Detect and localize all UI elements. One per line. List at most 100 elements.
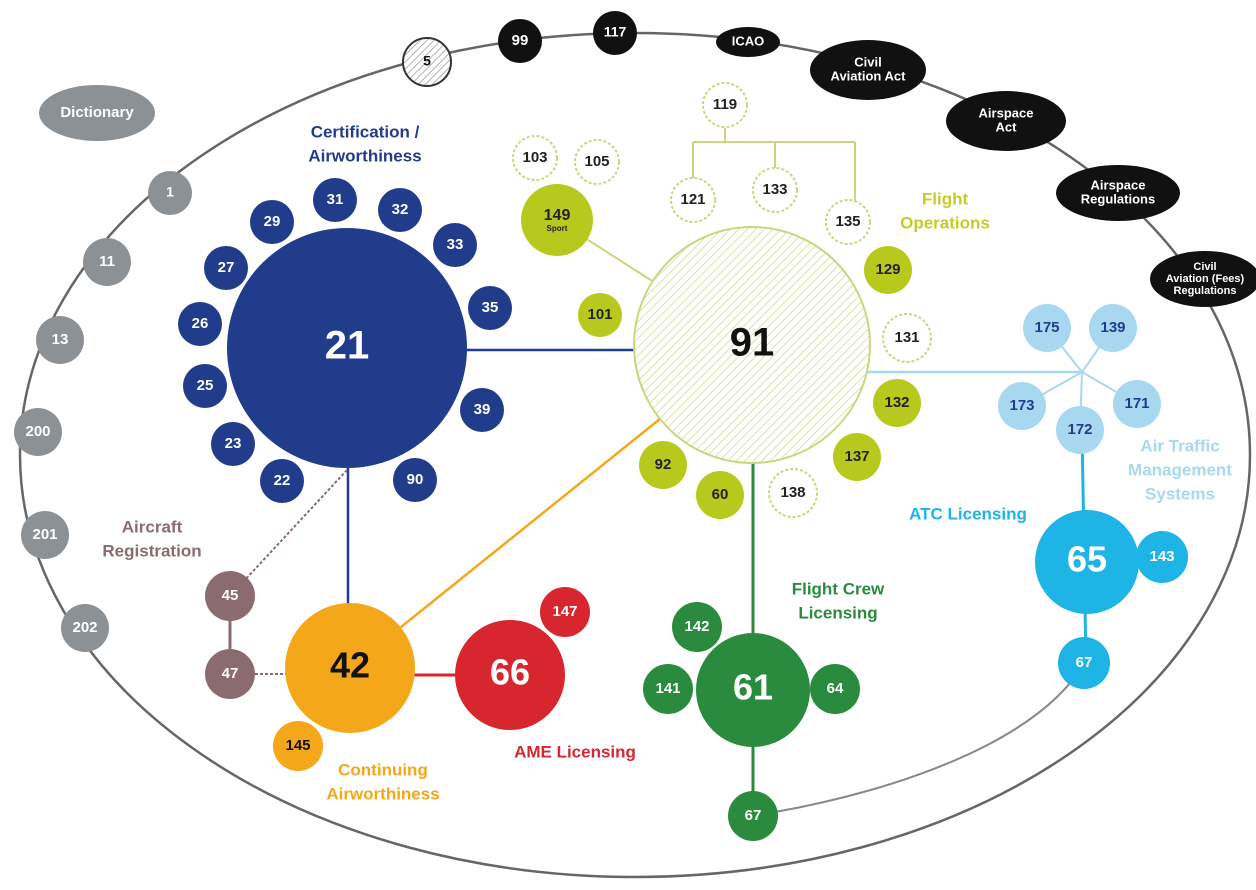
node-shape (946, 91, 1066, 151)
node-shape (61, 604, 109, 652)
node-label: 66 (490, 652, 530, 693)
node-label: 61 (733, 667, 773, 708)
node: 26 (178, 302, 222, 346)
group-label: Registration (102, 541, 201, 560)
node: 147 (540, 587, 590, 637)
node-label: 129 (875, 261, 900, 278)
node-label: Civil (854, 54, 881, 69)
node: 35 (468, 286, 512, 330)
node-shape (183, 364, 227, 408)
node: 133 (752, 167, 798, 213)
node-label: 138 (780, 484, 805, 501)
node: 90 (393, 458, 437, 502)
node-shape (672, 602, 722, 652)
node: 33 (433, 223, 477, 267)
node-shape (578, 293, 622, 337)
node-shape (468, 286, 512, 330)
node: 39 (460, 388, 504, 432)
node-label: 23 (225, 435, 242, 452)
node: 173 (998, 382, 1046, 430)
node-label: 142 (684, 618, 709, 635)
node-shape (36, 316, 84, 364)
node-label: 64 (827, 680, 844, 697)
group-label: Management (1128, 460, 1232, 479)
node-label: 201 (32, 526, 57, 543)
node-label: Aviation Act (831, 69, 907, 84)
node-label: 31 (327, 191, 344, 208)
node: 105 (574, 139, 620, 185)
node: 139 (1089, 304, 1137, 352)
node-label: 29 (264, 213, 281, 230)
node-shape (21, 511, 69, 559)
node: 172 (1056, 406, 1104, 454)
group-label: Air Traffic (1140, 436, 1219, 455)
node-label: 67 (745, 807, 762, 824)
node-label: 147 (552, 603, 577, 620)
node-label: Airspace (979, 105, 1034, 120)
node-shape (521, 184, 593, 256)
node-label: 132 (884, 394, 909, 411)
node: 121 (670, 177, 716, 223)
node: 141 (643, 664, 693, 714)
node-shape (460, 388, 504, 432)
node: 47 (205, 649, 255, 699)
group-label: Aircraft (122, 517, 183, 536)
node-label: 135 (835, 213, 860, 230)
node: 129 (864, 246, 912, 294)
node-shape (178, 302, 222, 346)
node-shape (810, 40, 926, 100)
group-label: Continuing (338, 760, 428, 779)
node: 99 (498, 19, 542, 63)
node-label: 13 (52, 331, 69, 348)
node-label: 47 (222, 665, 239, 682)
node-shape (643, 664, 693, 714)
node: 132 (873, 379, 921, 427)
node: 171 (1113, 380, 1161, 428)
node: 11 (83, 238, 131, 286)
node-shape (498, 19, 542, 63)
node: 29 (250, 200, 294, 244)
node-label: 133 (762, 181, 787, 198)
node-label: 141 (655, 680, 680, 697)
node-label: 175 (1034, 319, 1059, 336)
group-label: AME Licensing (514, 742, 636, 761)
node-label: 11 (99, 253, 115, 270)
node: 200 (14, 408, 62, 456)
node-shape (864, 246, 912, 294)
node-shape (574, 139, 620, 185)
node-shape (752, 167, 798, 213)
node-shape (639, 441, 687, 489)
node-shape (1113, 380, 1161, 428)
node-label: Sport (547, 224, 568, 233)
node: 138 (768, 468, 818, 518)
node-shape (670, 177, 716, 223)
node: 31 (313, 178, 357, 222)
node-shape (1136, 531, 1188, 583)
node: 64 (810, 664, 860, 714)
node-label: 200 (25, 423, 50, 440)
node-label: Regulations (1081, 192, 1155, 207)
group-label: Certification / (311, 122, 420, 141)
node-label: 65 (1067, 539, 1107, 580)
node-label: 22 (274, 472, 291, 489)
node-shape (728, 791, 778, 841)
node: 32 (378, 188, 422, 232)
node: 23 (211, 422, 255, 466)
group-label: Systems (1145, 484, 1215, 503)
node-shape (39, 85, 155, 141)
node-shape (825, 199, 871, 245)
node-label: 103 (522, 149, 547, 166)
node-label: 60 (712, 486, 729, 503)
node-shape (393, 458, 437, 502)
link (229, 469, 348, 597)
node-label: 99 (512, 32, 529, 49)
node-shape (512, 135, 558, 181)
node-shape (882, 313, 932, 363)
group-label: Flight (922, 189, 969, 208)
group-label: Airworthiness (308, 146, 421, 165)
node-label: 171 (1124, 395, 1149, 412)
node-label: 39 (474, 401, 491, 418)
